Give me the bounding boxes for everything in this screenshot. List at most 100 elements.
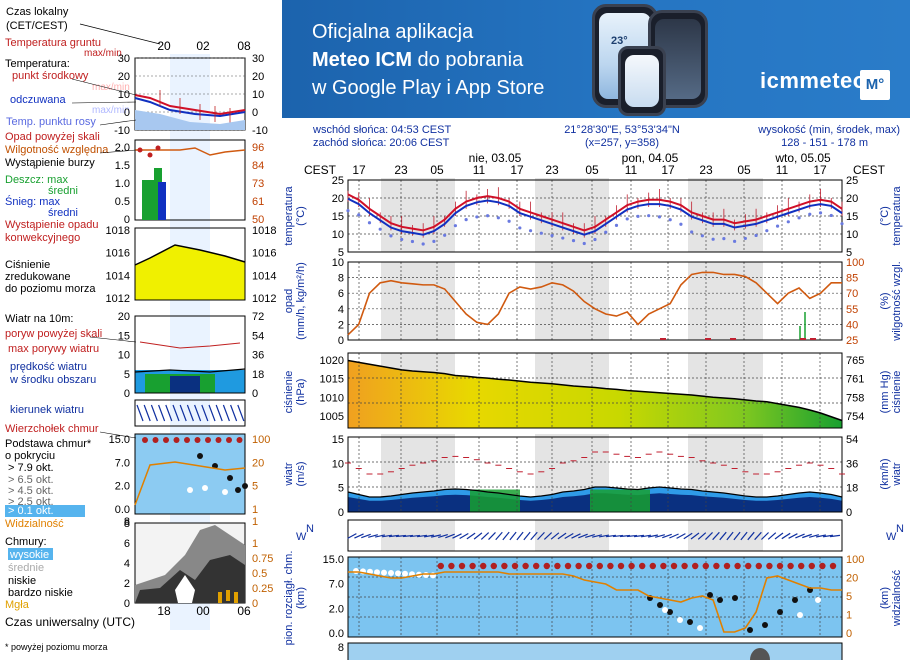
- legend-bottom-tick: 18: [157, 604, 171, 618]
- wind-arrow: [409, 534, 421, 538]
- dew-point-dot: [378, 227, 382, 231]
- axis-tick: 15.0: [323, 554, 344, 566]
- cloud-base-dark-dot: [792, 597, 798, 603]
- legend-axis: 36: [252, 350, 264, 362]
- press-unit-right: (mm Hg): [879, 371, 891, 414]
- wind-arrow: [647, 534, 659, 538]
- legend-axis: 61: [252, 196, 264, 208]
- axis-tick: 20: [846, 193, 858, 205]
- legend-cloud-gap: [175, 575, 195, 603]
- dew-point-dot: [668, 218, 672, 222]
- axis-tick: 1020: [320, 355, 344, 367]
- legend-axis: 84: [252, 160, 264, 172]
- cloud-base-white-dot: [797, 612, 803, 618]
- temp-unit-label: (°C): [295, 206, 307, 226]
- legend-wind-arrow: [143, 404, 151, 422]
- dew-point-dot: [453, 224, 457, 228]
- legend-wind-arrow: [222, 404, 230, 422]
- legend-axis: 0.5: [252, 568, 267, 580]
- sunrise-text: wschód słońca: 04:53 CEST: [312, 124, 451, 136]
- legend-wind-line: [134, 368, 246, 373]
- wind-arrow: [530, 531, 538, 541]
- axis-tick: 25: [846, 335, 858, 347]
- cest-left: CEST: [304, 163, 337, 177]
- hour-tick-label: 11: [776, 163, 789, 177]
- legend-axis: 72: [252, 311, 264, 323]
- banner-line2: Meteo ICM do pobrania: [312, 49, 524, 71]
- axis-tick: 70: [846, 288, 858, 300]
- night-band: [535, 262, 609, 340]
- legend-axis: 20: [252, 457, 264, 469]
- time-local-label: Czas lokalny: [6, 6, 69, 18]
- legend-wind-arrow: [179, 404, 187, 422]
- axis-tick: 20: [846, 573, 858, 585]
- wind-arrow: [697, 532, 707, 540]
- legend-axis: 1: [252, 516, 258, 528]
- coords-text: 21°28'30"E, 53°53'34"N: [564, 124, 680, 136]
- wind-green-band: [590, 489, 650, 512]
- height-label: wysokość (min, środek, max): [757, 124, 900, 136]
- fog-label: Mgła: [5, 599, 30, 611]
- wind-arrow: [368, 534, 378, 538]
- height-values: 128 - 151 - 178 m: [781, 137, 868, 149]
- legend-bottom-tick: 06: [237, 604, 251, 618]
- dew-point-dot: [486, 214, 490, 218]
- cloud-top-label: Wierzchołek chmur: [5, 423, 99, 435]
- legend-axis: 18: [252, 369, 264, 381]
- okt-label: > 7.9 okt.: [8, 462, 54, 474]
- axis-tick: 761: [846, 374, 864, 386]
- storm-label: Wystąpienie burzy: [5, 157, 95, 169]
- gust-over-label: poryw powyżej skali: [5, 328, 102, 340]
- pressure-label2: zredukowane: [5, 271, 70, 283]
- legend-cloudtop-dot: [236, 437, 243, 443]
- wind-arrow: [445, 533, 455, 539]
- axis-tick: 10: [846, 229, 858, 241]
- rain-max-label: Deszcz: max: [5, 174, 68, 186]
- legend-wind-arrow: [172, 404, 180, 422]
- pointer-line: [99, 431, 137, 439]
- cloud-base-dark-dot: [687, 619, 693, 625]
- clouds-panel: [347, 642, 843, 660]
- pointer-line: [89, 336, 137, 343]
- cloud-base-dot: [423, 572, 429, 578]
- compass-n-right: N: [896, 523, 904, 535]
- legend-fog-bar: [226, 590, 230, 601]
- rain-mid-label: średni: [48, 185, 78, 197]
- cloud-top-dot: [798, 562, 805, 570]
- hour-tick-label: 23: [545, 163, 559, 177]
- cloud-top-dot: [586, 562, 593, 570]
- wind-arrow: [557, 532, 567, 540]
- legend-axis: 1: [252, 538, 258, 550]
- cloud-top-dot: [617, 562, 625, 570]
- pointer-line: [71, 101, 137, 104]
- legend-axis: 0: [252, 107, 258, 119]
- cloud-top-dot: [437, 562, 444, 570]
- cloud-base-panel: [348, 557, 842, 637]
- cloud-top-dot: [787, 562, 794, 570]
- wind-unit-label: (m/s): [295, 461, 307, 486]
- precip-unit-label: (mm/h, kg/m²/h): [295, 262, 307, 340]
- axis-tick: 8: [338, 273, 344, 285]
- cl-high-bg: [8, 548, 53, 560]
- clouds-label: Chmury:: [5, 536, 47, 548]
- pointer-line: [79, 23, 161, 45]
- legend-fog-bar: [234, 592, 238, 603]
- legend-dew-fill: [135, 110, 245, 130]
- dew-point-dot: [679, 222, 683, 226]
- app-banner[interactable]: Oficjalna aplikacja Meteo ICM do pobrani…: [282, 0, 910, 118]
- gust-max-label: max porywy wiatru: [8, 343, 99, 355]
- legend-axis: 0.25: [252, 583, 273, 595]
- legend-bottom-tick: 00: [196, 604, 210, 618]
- legend-axis: 0: [124, 598, 130, 610]
- legend-axis: 96: [252, 142, 264, 154]
- axis-tick: 25: [332, 175, 344, 187]
- cloud-top-dot: [819, 562, 826, 570]
- axis-tick: 85: [846, 273, 858, 285]
- pointer-line: [71, 78, 137, 96]
- legend-rain-bar: [142, 180, 154, 220]
- legend-axis: 54: [252, 330, 264, 342]
- grid-text: (x=257, y=358): [585, 137, 659, 149]
- cloud-top-dot: [628, 562, 635, 570]
- legend-axis: 20: [118, 71, 130, 83]
- dew-point-dot: [754, 233, 758, 238]
